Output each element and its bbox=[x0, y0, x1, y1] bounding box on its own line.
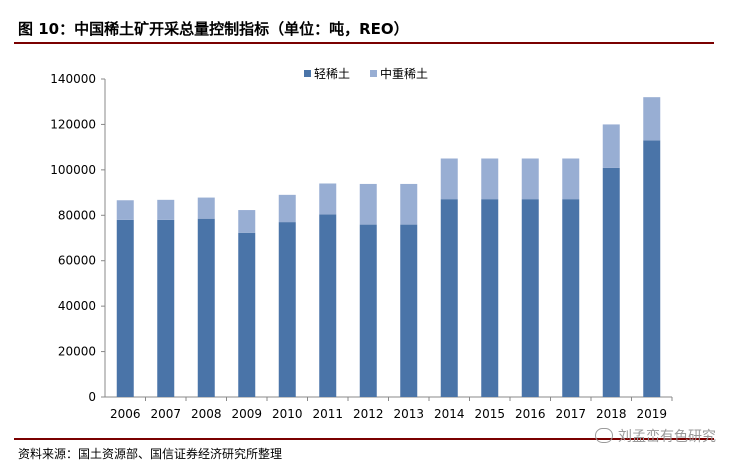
x-tick-label: 2018 bbox=[596, 407, 627, 421]
x-tick-labels: 2006 2007 2008 2009 2010 2011 2012 2013 2014 2015… bbox=[110, 407, 667, 421]
bar-light-2009 bbox=[238, 232, 256, 397]
x-tick-label: 2019 bbox=[636, 407, 667, 421]
x-tick-label: 2014 bbox=[434, 407, 465, 421]
x-tick-label: 2009 bbox=[231, 407, 262, 421]
bar-medium-heavy-2018 bbox=[602, 124, 620, 168]
y-tick-label: 0 bbox=[88, 390, 96, 404]
bar-light-2007 bbox=[157, 219, 175, 397]
bar-medium-heavy-2014 bbox=[440, 158, 458, 200]
bar-medium-heavy-2006 bbox=[116, 200, 134, 220]
bar-light-2006 bbox=[116, 219, 134, 397]
source-bar: 资料来源：国土资源部、国信证券经济研究所整理 bbox=[14, 438, 714, 464]
bar-light-2014 bbox=[440, 199, 458, 397]
bar-light-2013 bbox=[400, 224, 418, 397]
bar-medium-heavy-2011 bbox=[319, 183, 337, 215]
bar-medium-heavy-2015 bbox=[481, 158, 499, 200]
x-tick-label: 2011 bbox=[312, 407, 343, 421]
bar-light-2019 bbox=[643, 140, 661, 398]
y-tick-labels: 0 20000 40000 60000 80000 100000 120000 140000 bbox=[50, 72, 96, 404]
y-tick-label: 60000 bbox=[58, 254, 96, 268]
legend-label: 中重稀土 bbox=[380, 66, 428, 81]
bar-light-2018 bbox=[602, 167, 620, 397]
bar-medium-heavy-2009 bbox=[238, 210, 256, 233]
legend-swatch bbox=[304, 70, 311, 77]
bar-medium-heavy-2017 bbox=[562, 158, 580, 200]
x-tick-label: 2006 bbox=[110, 407, 141, 421]
source-note: 资料来源：国土资源部、国信证券经济研究所整理 bbox=[18, 447, 283, 461]
bar-light-2015 bbox=[481, 199, 499, 397]
chart-bars bbox=[116, 97, 661, 398]
x-tick-label: 2007 bbox=[150, 407, 181, 421]
legend-swatch bbox=[370, 70, 377, 77]
title-bar: 图 10：中国稀土矿开采总量控制指标（单位：吨，REO） bbox=[14, 14, 714, 44]
y-tick-label: 140000 bbox=[50, 72, 96, 86]
x-tick-label: 2017 bbox=[555, 407, 586, 421]
bar-light-2012 bbox=[359, 224, 377, 397]
chart-legend: 轻稀土 中重稀土 bbox=[304, 66, 428, 81]
x-tick-label: 2016 bbox=[515, 407, 546, 421]
bar-light-2010 bbox=[278, 222, 296, 397]
x-tick-label: 2015 bbox=[474, 407, 505, 421]
bar-medium-heavy-2007 bbox=[157, 199, 175, 220]
y-tick-label: 20000 bbox=[58, 345, 96, 359]
bar-medium-heavy-2016 bbox=[521, 158, 539, 200]
watermark: 刘孟峦有色研究 bbox=[595, 426, 716, 446]
bar-light-2011 bbox=[319, 214, 337, 397]
chart-axes bbox=[101, 78, 673, 401]
legend-label: 轻稀土 bbox=[314, 67, 350, 81]
bar-light-2016 bbox=[521, 199, 539, 397]
wechat-icon bbox=[595, 428, 613, 443]
y-tick-label: 80000 bbox=[58, 208, 96, 222]
watermark-text: 刘孟峦有色研究 bbox=[618, 429, 716, 445]
bar-medium-heavy-2008 bbox=[197, 197, 215, 219]
bar-medium-heavy-2012 bbox=[359, 183, 377, 225]
bar-medium-heavy-2019 bbox=[643, 97, 661, 141]
chart-title: 图 10：中国稀土矿开采总量控制指标（单位：吨，REO） bbox=[18, 20, 409, 38]
bar-light-2017 bbox=[562, 199, 580, 397]
x-tick-label: 2010 bbox=[272, 407, 303, 421]
x-tick-label: 2013 bbox=[393, 407, 424, 421]
bar-medium-heavy-2013 bbox=[400, 183, 418, 225]
y-tick-label: 40000 bbox=[58, 299, 96, 313]
x-tick-label: 2008 bbox=[191, 407, 222, 421]
bar-medium-heavy-2010 bbox=[278, 194, 296, 223]
bar-light-2008 bbox=[197, 218, 215, 397]
y-tick-label: 100000 bbox=[50, 163, 96, 177]
y-tick-label: 120000 bbox=[50, 117, 96, 131]
x-tick-label: 2012 bbox=[353, 407, 384, 421]
